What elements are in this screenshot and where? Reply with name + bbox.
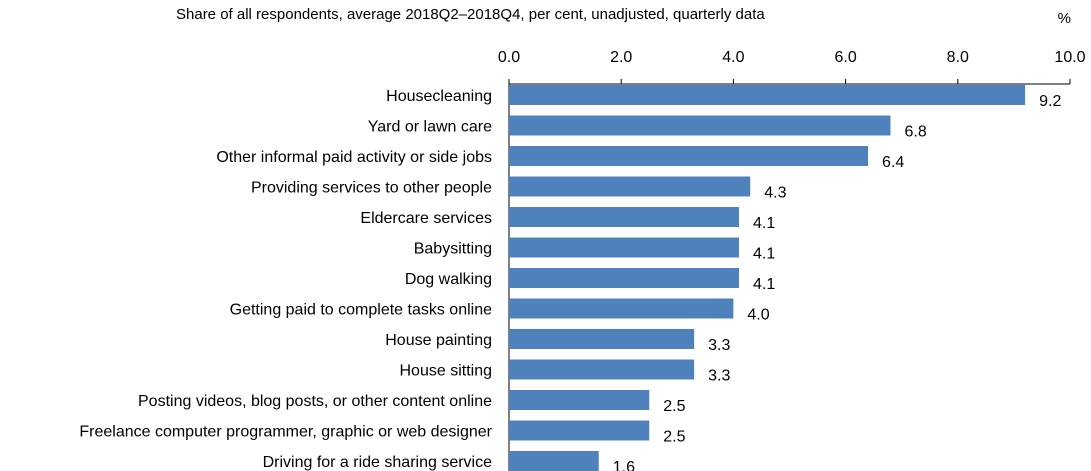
category-label: House painting bbox=[385, 332, 492, 349]
bar bbox=[509, 146, 869, 166]
value-label: 3.3 bbox=[708, 337, 730, 354]
value-label: 4.3 bbox=[764, 185, 786, 202]
category-label: Other informal paid activity or side job… bbox=[216, 149, 492, 166]
value-label: 2.5 bbox=[663, 398, 685, 415]
category-label: Freelance computer programmer, graphic o… bbox=[79, 424, 492, 441]
bar bbox=[509, 451, 599, 471]
bar bbox=[509, 268, 740, 288]
value-label: 4.1 bbox=[753, 276, 775, 293]
x-tick-label: 8.0 bbox=[947, 49, 969, 66]
bar bbox=[509, 207, 740, 227]
value-label: 4.1 bbox=[753, 215, 775, 232]
x-tick-label: 10.0 bbox=[1054, 49, 1085, 66]
bar bbox=[509, 298, 734, 319]
category-label: House sitting bbox=[400, 363, 493, 380]
bar bbox=[509, 237, 740, 258]
bar bbox=[509, 115, 891, 136]
bar bbox=[509, 329, 695, 349]
category-label: Providing services to other people bbox=[251, 180, 492, 197]
value-label: 1.6 bbox=[613, 459, 635, 471]
value-label: 4.1 bbox=[753, 246, 775, 263]
category-labels: Housecleaning Yard or lawn care Other info… bbox=[79, 88, 492, 471]
bar bbox=[509, 176, 751, 197]
category-label: Posting videos, blog posts, or other con… bbox=[138, 393, 492, 410]
value-label: 3.3 bbox=[708, 368, 730, 385]
bar bbox=[509, 85, 1026, 105]
value-label: 6.8 bbox=[904, 124, 926, 141]
value-label: 2.5 bbox=[663, 429, 685, 446]
bar-series bbox=[509, 85, 1026, 471]
x-tick-label: 6.0 bbox=[834, 49, 856, 66]
value-label: 4.0 bbox=[747, 307, 769, 324]
value-label: 6.4 bbox=[882, 154, 904, 171]
chart-subtitle: Share of all respondents, average 2018Q2… bbox=[176, 6, 765, 23]
category-label: Eldercare services bbox=[360, 210, 492, 227]
value-labels: 9.2 6.86.4 4.3 4.1 4.1 4.1 4.0 3.3 3.3 2.5 2.5 1.6 bbox=[613, 93, 1062, 471]
bar bbox=[509, 359, 695, 380]
x-tick-label: 4.0 bbox=[722, 49, 744, 66]
x-tick-label: 0.0 bbox=[498, 49, 520, 66]
bar bbox=[509, 390, 650, 410]
category-label: Getting paid to complete tasks online bbox=[230, 302, 492, 319]
category-label: Housecleaning bbox=[386, 88, 492, 105]
category-label: Babysitting bbox=[414, 241, 492, 258]
unit-label: % bbox=[1058, 10, 1071, 27]
bar bbox=[509, 420, 650, 441]
category-label: Driving for a ride sharing service bbox=[263, 454, 493, 471]
x-tick-label: 2.0 bbox=[610, 49, 632, 66]
category-label: Yard or lawn care bbox=[368, 119, 492, 136]
category-label: Dog walking bbox=[405, 271, 492, 288]
value-label: 9.2 bbox=[1039, 93, 1061, 110]
